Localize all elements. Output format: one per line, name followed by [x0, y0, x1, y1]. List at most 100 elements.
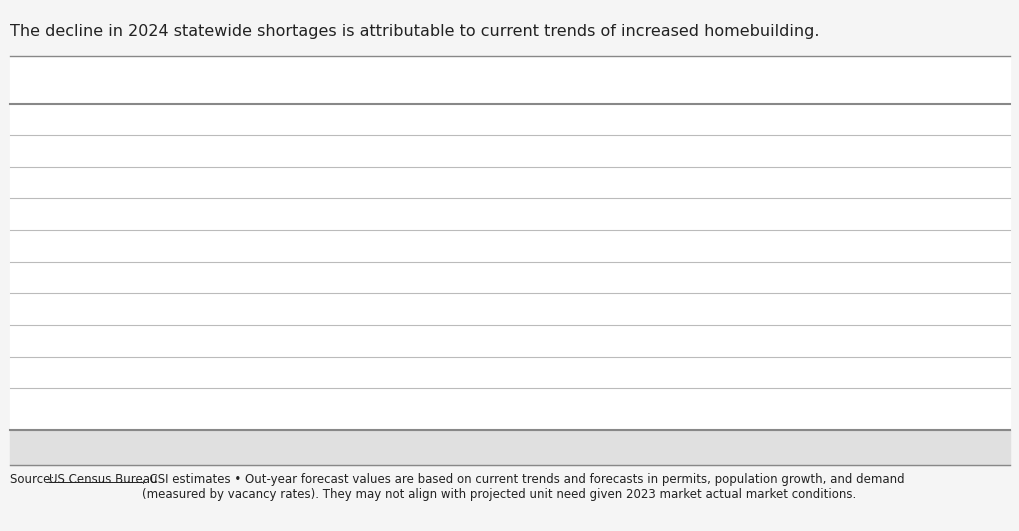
Text: (944): (944)	[234, 334, 270, 347]
Text: 130: 130	[756, 334, 782, 347]
Text: Black Hawk County: Black Hawk County	[11, 239, 140, 252]
Text: n/a: n/a	[501, 239, 523, 252]
Text: 2024 Permits
Est.: 2024 Permits Est.	[719, 66, 818, 93]
Text: 113: 113	[859, 176, 884, 189]
Text: (10,692): (10,692)	[840, 441, 903, 454]
Text: 1,187: 1,187	[853, 239, 891, 252]
Text: 0.91%: 0.91%	[489, 441, 535, 454]
Text: (558): (558)	[160, 208, 196, 221]
Text: 467: 467	[859, 144, 884, 158]
Text: 314: 314	[756, 176, 782, 189]
Text: , CSI estimates • Out-year forecast values are based on current trends and forec: , CSI estimates • Out-year forecast valu…	[142, 473, 904, 501]
Text: (1,166): (1,166)	[228, 176, 276, 189]
Text: 2.85%: 2.85%	[491, 402, 533, 416]
Text: 0.46%: 0.46%	[491, 144, 533, 158]
Text: Source:: Source:	[10, 473, 58, 485]
Text: (1,162): (1,162)	[303, 402, 352, 416]
Text: 746: 746	[756, 271, 782, 284]
Text: (244): (244)	[854, 334, 890, 347]
Text: 0.57%: 0.57%	[491, 176, 533, 189]
Text: 388: 388	[859, 366, 884, 379]
Text: 11,356: 11,356	[744, 441, 795, 454]
Text: (247): (247)	[854, 303, 890, 315]
Text: (558): (558)	[234, 239, 270, 252]
Text: 1.24%: 1.24%	[491, 113, 533, 126]
Text: 2022
Deficit: 2022 Deficit	[227, 66, 277, 93]
Text: (1,239): (1,239)	[228, 402, 276, 416]
Text: n/a: n/a	[501, 208, 523, 221]
Text: (213): (213)	[854, 271, 890, 284]
Text: n/a: n/a	[631, 208, 652, 221]
Text: Pottawattamie
County: Pottawattamie County	[26, 395, 123, 423]
Text: (449): (449)	[394, 176, 430, 189]
Text: 400: 400	[315, 239, 339, 252]
Text: Story County: Story County	[32, 366, 118, 379]
Text: 446: 446	[399, 208, 425, 221]
Text: 7,890: 7,890	[621, 441, 662, 454]
Text: 557: 557	[859, 208, 884, 221]
Text: The decline in 2024 statewide shortages is attributable to current trends of inc: The decline in 2024 statewide shortages …	[10, 24, 819, 39]
Text: (671): (671)	[310, 303, 345, 315]
Text: (788): (788)	[310, 271, 345, 284]
Text: (480): (480)	[394, 144, 430, 158]
Text: 0.68%: 0.68%	[491, 303, 533, 315]
Text: (573): (573)	[394, 334, 430, 347]
Text: Iowa Shortage: Iowa Shortage	[20, 441, 129, 454]
Text: (2,781): (2,781)	[388, 113, 436, 126]
Text: (1,127): (1,127)	[303, 176, 352, 189]
Text: 16: 16	[404, 366, 421, 379]
Text: (844): (844)	[234, 208, 270, 221]
Text: (2,436): (2,436)	[848, 113, 896, 126]
Text: 1,686: 1,686	[623, 271, 660, 284]
Text: Dubuque County: Dubuque County	[18, 334, 131, 347]
Text: (22,515): (22,515)	[146, 441, 209, 454]
Text: 363: 363	[629, 144, 654, 158]
Text: 2021
Deficit: 2021 Deficit	[153, 66, 202, 93]
Text: (1,220): (1,220)	[228, 303, 276, 315]
Text: (1,027): (1,027)	[153, 176, 202, 189]
Text: (842): (842)	[160, 303, 196, 315]
Text: Johnson County: Johnson County	[23, 208, 127, 221]
Text: 81: 81	[761, 303, 777, 315]
Text: (295): (295)	[394, 303, 430, 315]
Text: US Census Bureau: US Census Bureau	[49, 473, 157, 485]
Text: (26,050): (26,050)	[221, 441, 284, 454]
Text: Linn County: Linn County	[36, 144, 115, 158]
Text: (671): (671)	[234, 366, 270, 379]
Text: n/a: n/a	[631, 239, 652, 252]
Text: (4,395): (4,395)	[228, 113, 276, 126]
Text: 204: 204	[629, 176, 654, 189]
Text: Woodbury County: Woodbury County	[15, 303, 135, 315]
Text: Shortfall as % of
Existing: Shortfall as % of Existing	[450, 66, 574, 93]
Text: (1,351): (1,351)	[153, 144, 202, 158]
Text: 1,979: 1,979	[750, 113, 788, 126]
Text: (152): (152)	[234, 271, 270, 284]
Text: 2,288: 2,288	[623, 113, 660, 126]
Text: (1,130): (1,130)	[153, 271, 202, 284]
Text: (1,051): (1,051)	[848, 402, 896, 416]
Text: 356: 356	[629, 303, 654, 315]
Text: 177: 177	[756, 239, 782, 252]
Text: n/a: n/a	[631, 366, 652, 379]
Text: 207: 207	[629, 402, 654, 416]
Text: (25,303): (25,303)	[296, 441, 359, 454]
Text: (13,222): (13,222)	[381, 441, 443, 454]
Text: (4,670): (4,670)	[304, 113, 352, 126]
Text: (158): (158)	[310, 208, 345, 221]
Text: 287: 287	[629, 334, 654, 347]
Text: (1,148): (1,148)	[388, 402, 436, 416]
Text: 95: 95	[761, 402, 777, 416]
Text: (1,021): (1,021)	[153, 402, 202, 416]
Text: 5-year Construction Needed
per Year: 5-year Construction Needed per Year	[537, 66, 747, 93]
Text: 308: 308	[239, 144, 265, 158]
Text: County: County	[49, 73, 101, 86]
Text: Scott County: Scott County	[32, 176, 118, 189]
Text: (322): (322)	[160, 366, 196, 379]
Text: 163: 163	[165, 239, 191, 252]
Text: n/a: n/a	[501, 366, 523, 379]
Text: 2025 Deficit
Est.: 2025 Deficit Est.	[826, 66, 917, 93]
Text: (1,078): (1,078)	[154, 334, 202, 347]
Text: 0.83%: 0.83%	[491, 271, 533, 284]
Text: 120: 120	[756, 366, 782, 379]
Text: (2,472): (2,472)	[153, 113, 202, 126]
